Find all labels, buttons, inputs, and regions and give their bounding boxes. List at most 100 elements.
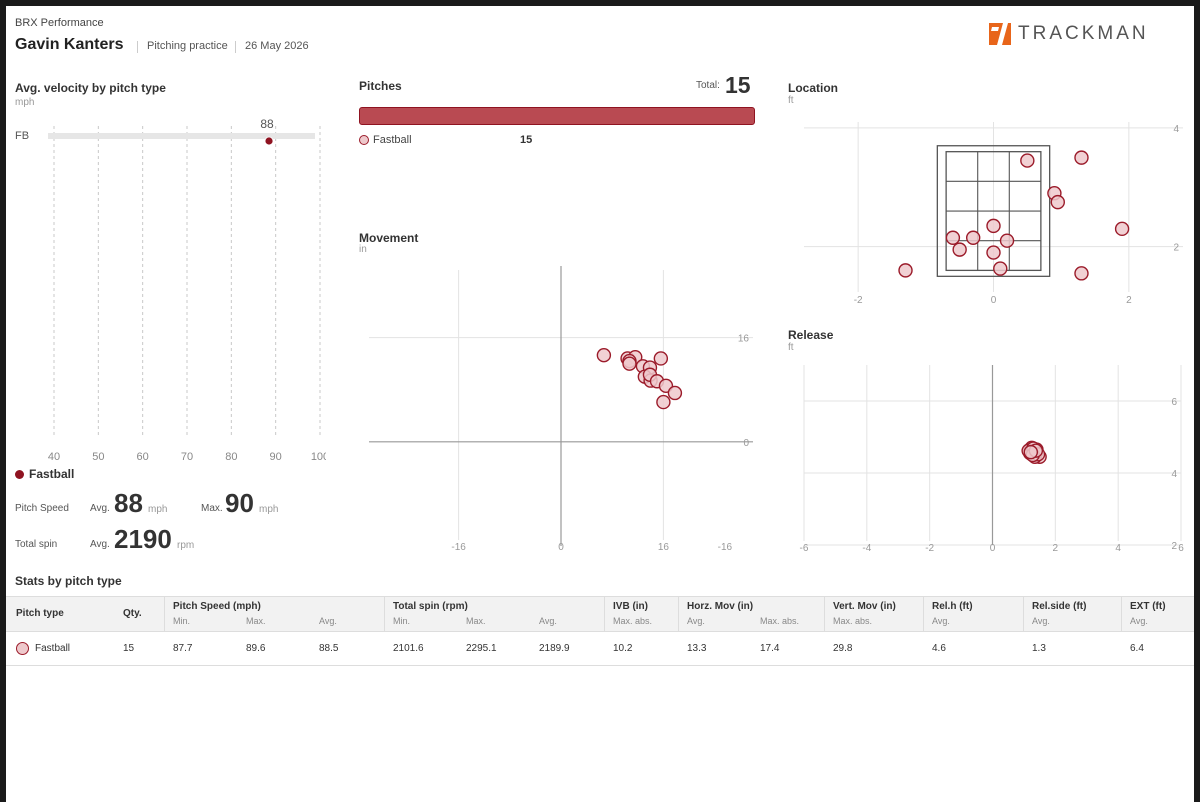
- velocity-tick-label: 60: [137, 451, 149, 463]
- trackman-logo-icon: [989, 23, 1011, 45]
- trackman-logo-text: TRACKMAN: [1018, 23, 1149, 44]
- spin-avg-label: Avg.: [90, 539, 110, 550]
- session-date: 26 May 2026: [245, 40, 309, 52]
- release-unit: ft: [788, 342, 794, 353]
- stats-table: Pitch type Qty. Pitch Speed (mph) Min. M…: [6, 596, 1194, 666]
- cell-speed-min: 87.7: [173, 643, 193, 654]
- location-x-tick: 0: [991, 295, 997, 306]
- velocity-tick-label: 50: [92, 451, 104, 463]
- header-speed-min: Min.: [173, 616, 191, 626]
- report-page: BRX Performance Gavin Kanters Pitching p…: [6, 6, 1194, 802]
- release-title: Release: [788, 328, 834, 342]
- cell-horz-maxabs: 17.4: [760, 643, 780, 654]
- table-row[interactable]: Fastball 15 87.7 89.6 88.5 2101.6 2295.1…: [6, 632, 1194, 666]
- location-point: [1020, 153, 1035, 168]
- velocity-track: [48, 133, 315, 139]
- location-point: [1074, 266, 1089, 281]
- velocity-mark: [264, 136, 274, 146]
- header-spin-max: Max.: [466, 616, 486, 626]
- header-spin-avg: Avg.: [539, 616, 557, 626]
- cell-relside: 1.3: [1032, 643, 1046, 654]
- player-name: Gavin Kanters: [15, 36, 124, 53]
- pitches-title: Pitches: [359, 79, 402, 93]
- movement-point: [622, 356, 637, 371]
- cell-horz-avg: 13.3: [687, 643, 707, 654]
- cell-qty: 15: [123, 643, 135, 654]
- header-ivb-maxabs: Max. abs.: [613, 616, 653, 626]
- release-x-tick: 4: [1115, 543, 1121, 554]
- movement-x-tick: -16: [451, 542, 466, 553]
- header-spin: Total spin (rpm): [393, 601, 468, 612]
- header-speed-avg: Avg.: [319, 616, 337, 626]
- location-title: Location: [788, 81, 838, 95]
- release-chart: -6 -4 -2 0 2 4 6 6 4 2: [800, 365, 1184, 554]
- movement-x-tick: -16: [718, 542, 733, 553]
- location-point: [999, 233, 1015, 248]
- movement-x-tick: 0: [558, 542, 564, 553]
- release-x-tick: 2: [1053, 543, 1059, 554]
- location-point: [1050, 194, 1065, 210]
- pitches-legend-name: Fastball: [373, 134, 412, 146]
- movement-point: [667, 385, 683, 401]
- location-point: [986, 218, 1001, 234]
- movement-y-tick: 16: [738, 334, 750, 345]
- release-point: [1023, 444, 1039, 460]
- summary-legend: Fastball: [15, 467, 74, 481]
- movement-point: [653, 351, 669, 366]
- movement-point: [596, 348, 612, 363]
- release-y-tick: 6: [1171, 397, 1177, 408]
- movement-point: [656, 394, 671, 410]
- speed-max-unit: mph: [259, 504, 279, 515]
- header-ivb: IVB (in): [613, 601, 648, 612]
- cell-speed-max: 89.6: [246, 643, 266, 654]
- location-unit: ft: [788, 95, 794, 106]
- location-point: [1074, 150, 1089, 165]
- location-point: [952, 242, 967, 257]
- header-horz-avg: Avg.: [687, 616, 705, 626]
- stats-title: Stats by pitch type: [15, 574, 122, 588]
- header-relside: Rel.side (ft): [1032, 601, 1087, 612]
- release-x-tick: -6: [800, 543, 809, 554]
- release-x-tick: 0: [990, 543, 996, 554]
- spin-avg-unit: rpm: [177, 540, 195, 551]
- header-relside-avg: Avg.: [1032, 616, 1050, 626]
- header-divider: [235, 41, 236, 53]
- pitch-speed-label: Pitch Speed: [15, 503, 69, 514]
- movement-title: Movement: [359, 231, 419, 245]
- velocity-value-label: 88: [260, 117, 274, 131]
- location-point: [986, 245, 1001, 260]
- speed-avg-label: Avg.: [90, 503, 110, 514]
- location-chart: -2 0 2 4 2: [804, 122, 1183, 306]
- stats-header-row: Pitch type Qty. Pitch Speed (mph) Min. M…: [6, 596, 1194, 632]
- header-vert-maxabs: Max. abs.: [833, 616, 873, 626]
- header-ext: EXT (ft): [1130, 601, 1166, 612]
- location-point: [898, 263, 913, 278]
- velocity-tick-label: 80: [225, 451, 237, 463]
- cell-vert: 29.8: [833, 643, 853, 654]
- velocity-tick-label: 100: [311, 451, 326, 463]
- summary-pitch-name: Fastball: [29, 467, 75, 481]
- location-x-tick: 2: [1126, 295, 1132, 306]
- cell-spin-max: 2295.1: [466, 643, 497, 654]
- velocity-tick-label: 70: [181, 451, 193, 463]
- velocity-unit: mph: [15, 97, 35, 108]
- pitches-bar: [359, 107, 755, 125]
- cell-ivb: 10.2: [613, 643, 633, 654]
- session-type: Pitching practice: [147, 40, 228, 52]
- location-y-tick: 4: [1173, 124, 1179, 135]
- location-y-tick: 2: [1173, 243, 1179, 254]
- cell-relh: 4.6: [932, 643, 946, 654]
- header-speed-max: Max.: [246, 616, 266, 626]
- org-name: BRX Performance: [15, 17, 104, 29]
- fastball-legend-icon: [359, 135, 369, 145]
- header-horz: Horz. Mov (in): [687, 601, 754, 612]
- release-y-tick: 2: [1171, 541, 1177, 552]
- cell-spin-avg: 2189.9: [539, 643, 570, 654]
- pitches-total-label: Total:: [696, 80, 720, 91]
- header-relh: Rel.h (ft): [932, 601, 973, 612]
- velocity-row-label: FB: [15, 130, 30, 142]
- speed-avg-value: 88: [114, 488, 143, 518]
- header-relh-avg: Avg.: [932, 616, 950, 626]
- release-x-tick: -2: [925, 543, 934, 554]
- cell-spin-min: 2101.6: [393, 643, 424, 654]
